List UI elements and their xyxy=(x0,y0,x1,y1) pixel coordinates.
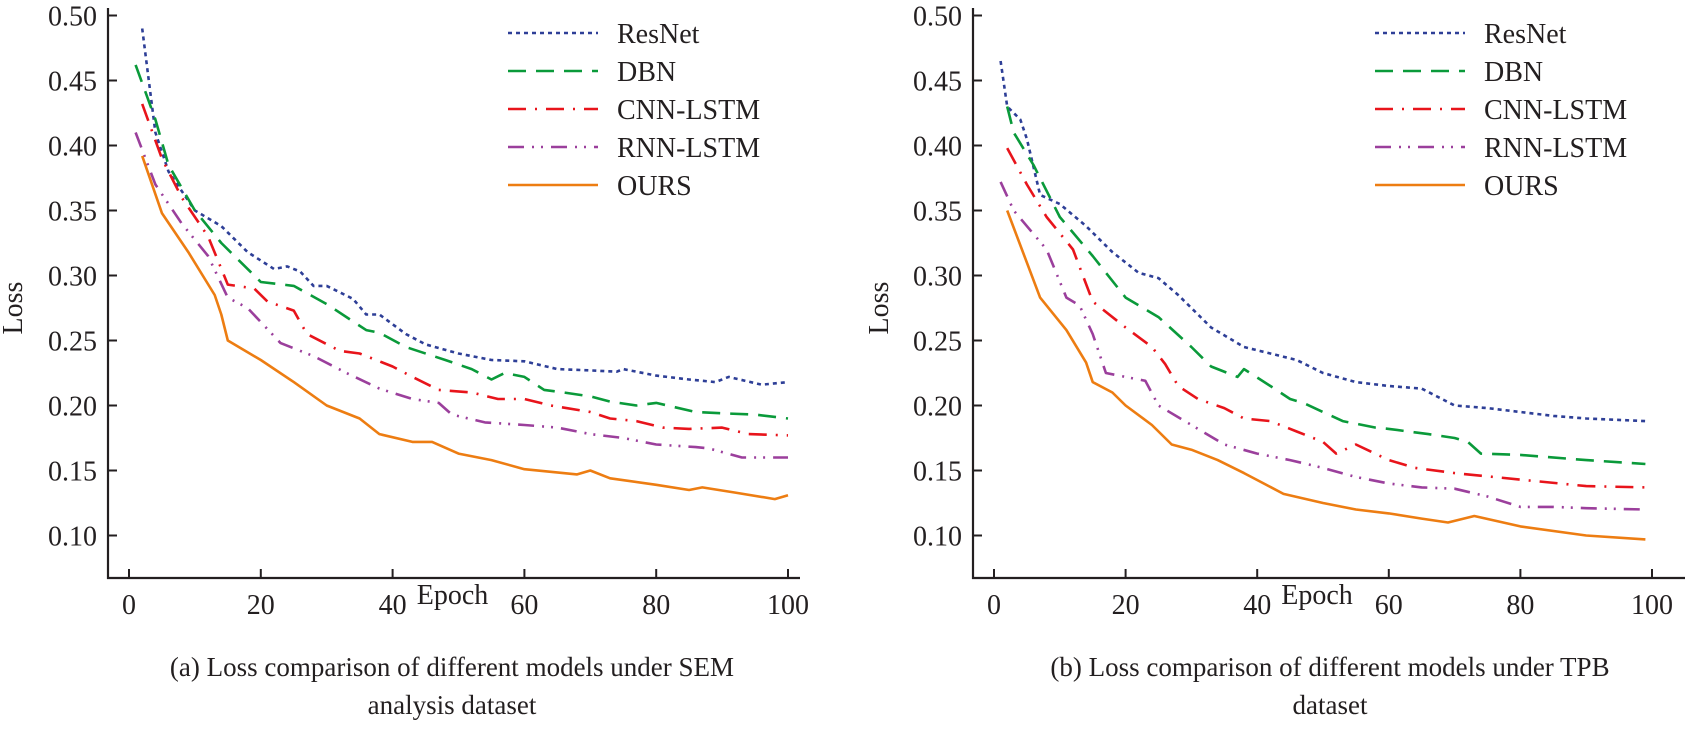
y-tick-label: 0.25 xyxy=(48,327,97,358)
series-line-resnet xyxy=(140,28,789,387)
x-tick-label: 60 xyxy=(1375,590,1403,621)
series-line-dbn xyxy=(1005,106,1646,466)
y-tick-label: 0.45 xyxy=(913,67,962,98)
y-tick-label: 0.50 xyxy=(913,2,962,33)
figure-caption: dataset xyxy=(1293,690,1368,720)
series-line-ours xyxy=(140,155,789,501)
figure-caption: (b) Loss comparison of different models … xyxy=(1050,652,1609,682)
y-tick-label: 0.10 xyxy=(913,522,962,553)
series-line-cnn-lstm xyxy=(140,103,789,437)
x-tick-label: 40 xyxy=(379,590,407,621)
legend-label: DBN xyxy=(1484,57,1543,88)
x-tick-label: 0 xyxy=(122,590,136,621)
y-tick-label: 0.15 xyxy=(913,457,962,488)
y-tick-label: 0.45 xyxy=(48,67,97,98)
x-tick-label: 100 xyxy=(1631,590,1673,621)
x-axis-title: Epoch xyxy=(1281,580,1353,611)
x-tick-label: 20 xyxy=(247,590,275,621)
legend-label: OURS xyxy=(617,171,692,202)
y-tick-label: 0.30 xyxy=(913,262,962,293)
series-line-rnn-lstm xyxy=(999,181,1646,511)
legend-label: CNN-LSTM xyxy=(1484,95,1627,126)
series-line-dbn xyxy=(134,64,789,420)
y-tick-label: 0.40 xyxy=(48,132,97,163)
x-tick-label: 80 xyxy=(642,590,670,621)
figure-caption: analysis dataset xyxy=(368,690,537,720)
y-tick-label: 0.25 xyxy=(913,327,962,358)
chart-panel-a: 0.10 0.15 0.20 0.25 0.30 0.35 0.40 0.45 0.50 0 20 4… xyxy=(0,2,809,721)
series-line-ours xyxy=(1005,210,1646,541)
legend-label: ResNet xyxy=(1484,19,1567,50)
legend-label: DBN xyxy=(617,57,676,88)
x-tick-label: 20 xyxy=(1112,590,1140,621)
series-line-cnn-lstm xyxy=(1006,147,1646,489)
y-tick-label: 0.35 xyxy=(48,197,97,228)
x-tick-label: 80 xyxy=(1506,590,1534,621)
y-tick-label: 0.35 xyxy=(913,197,962,228)
legend-label: CNN-LSTM xyxy=(617,95,760,126)
series-line-resnet xyxy=(999,60,1646,423)
y-tick-label: 0.20 xyxy=(913,392,962,423)
chart-panel-b: 0.10 0.15 0.20 0.25 0.30 0.35 0.40 0.45 0.50 0 20 4… xyxy=(864,2,1685,720)
y-tick-label: 0.10 xyxy=(48,522,97,553)
x-tick-label: 0 xyxy=(987,590,1001,621)
legend: ResNet DBN CNN-LSTM RNN-LSTM OURS xyxy=(508,19,760,202)
x-tick-label: 40 xyxy=(1243,590,1271,621)
y-tick-label: 0.15 xyxy=(48,457,97,488)
y-tick-label: 0.40 xyxy=(913,132,962,163)
legend-label: ResNet xyxy=(617,19,700,50)
series-line-rnn-lstm xyxy=(134,132,788,459)
y-tick-label: 0.30 xyxy=(48,262,97,293)
legend-label: RNN-LSTM xyxy=(1484,133,1627,164)
x-tick-label: 100 xyxy=(767,590,809,621)
legend: ResNet DBN CNN-LSTM RNN-LSTM OURS xyxy=(1375,19,1627,202)
x-tick-label: 60 xyxy=(510,590,538,621)
y-axis-title: Loss xyxy=(0,282,29,335)
x-axis-title: Epoch xyxy=(417,580,489,611)
y-tick-label: 0.50 xyxy=(48,2,97,33)
legend-label: OURS xyxy=(1484,171,1559,202)
y-axis-title: Loss xyxy=(864,282,895,335)
y-tick-label: 0.20 xyxy=(48,392,97,423)
figure-caption: (a) Loss comparison of different models … xyxy=(170,652,734,682)
legend-label: RNN-LSTM xyxy=(617,133,760,164)
